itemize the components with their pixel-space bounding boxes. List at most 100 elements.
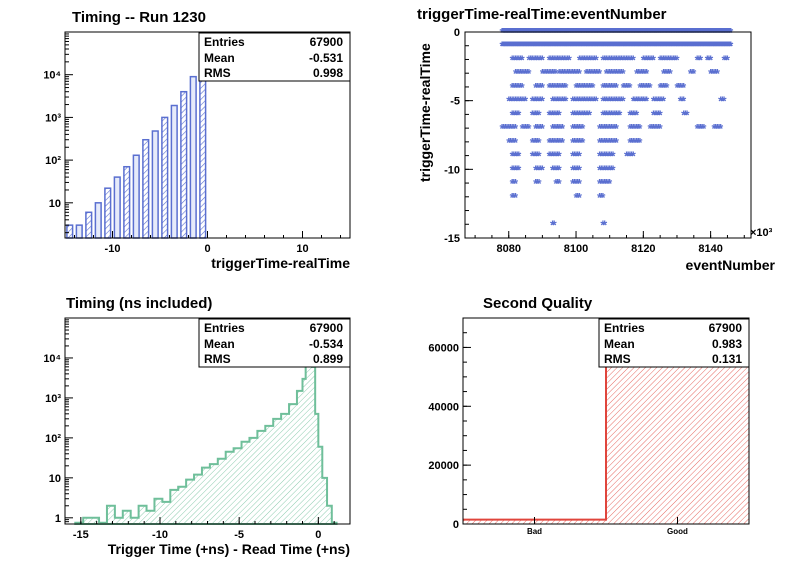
scatter-point: * xyxy=(587,66,593,81)
scatter-point: * xyxy=(515,52,521,67)
scatter-point: * xyxy=(717,39,723,54)
scatter-point: * xyxy=(533,107,539,122)
scatter-point: * xyxy=(511,94,517,109)
scatter-point: * xyxy=(579,39,585,54)
scatter-point: * xyxy=(686,39,692,54)
scatter-point: * xyxy=(639,80,645,95)
scatter-point: * xyxy=(550,217,556,232)
scatter-point: * xyxy=(542,66,548,81)
scatter-point: * xyxy=(552,52,558,67)
scatter-point: * xyxy=(658,52,664,67)
scatter-point: * xyxy=(624,80,630,95)
scatter-point: * xyxy=(607,94,613,109)
scatter-point: * xyxy=(685,107,691,122)
scatter-point: * xyxy=(555,94,561,109)
scatter-point: * xyxy=(631,52,637,67)
scatter-point: * xyxy=(688,66,694,81)
scatter-point: * xyxy=(589,80,595,95)
scatter-point: * xyxy=(597,121,603,136)
scatter-point: * xyxy=(547,52,553,67)
scatter-point: * xyxy=(577,80,583,95)
tick-label: Bad xyxy=(527,527,542,536)
scatter-point: * xyxy=(548,80,554,95)
scatter-point: * xyxy=(513,162,519,177)
scatter-point: * xyxy=(549,39,555,54)
scatter-point: * xyxy=(540,52,546,67)
scatter-point: * xyxy=(563,39,569,54)
scatter-point: * xyxy=(695,39,701,54)
scatter-point: * xyxy=(601,39,607,54)
scatter-point: * xyxy=(579,121,585,136)
scatter-point: * xyxy=(716,39,722,54)
scatter-point: * xyxy=(600,80,606,95)
scatter-point: * xyxy=(639,94,645,109)
scatter-point: * xyxy=(639,66,645,81)
scatter-point: * xyxy=(513,52,519,67)
scatter-point: * xyxy=(694,39,700,54)
scatter-point: * xyxy=(594,94,600,109)
scatter-point: * xyxy=(533,149,539,164)
scatter-point: * xyxy=(574,66,580,81)
scatter-point: * xyxy=(648,121,654,136)
scatter-point: * xyxy=(518,39,524,54)
scatter-point: * xyxy=(536,39,542,54)
scatter-point: * xyxy=(513,107,519,122)
scatter-point: * xyxy=(555,121,561,136)
scatter-point: * xyxy=(641,66,647,81)
scatter-point: * xyxy=(646,39,652,54)
scatter-point: * xyxy=(568,39,574,54)
scatter-point: * xyxy=(631,121,637,136)
tick-label: -5 xyxy=(450,96,460,108)
scatter-point: * xyxy=(597,162,603,177)
scatter-point: * xyxy=(674,39,680,54)
scatter-point: * xyxy=(577,94,583,109)
scatter-point: * xyxy=(654,107,660,122)
scatter-point: * xyxy=(673,39,679,54)
scatter-point: * xyxy=(540,162,546,177)
scatter-point: * xyxy=(571,39,577,54)
stats-rms-value: 0.998 xyxy=(313,66,343,80)
scatter-point: * xyxy=(648,80,654,95)
scatter-point: * xyxy=(540,94,546,109)
scatter-point: * xyxy=(637,135,643,150)
scatter-point: * xyxy=(590,66,596,81)
scatter-point: * xyxy=(654,121,660,136)
scatter-point: * xyxy=(565,66,571,81)
scatter-point: * xyxy=(701,39,707,54)
scatter-point: * xyxy=(641,39,647,54)
scatter-point: * xyxy=(570,94,576,109)
scatter-point: * xyxy=(536,176,542,191)
scatter-point: * xyxy=(557,80,563,95)
scatter-point: * xyxy=(636,66,642,81)
scatter-point: * xyxy=(577,52,583,67)
histogram-bin-point xyxy=(126,510,128,512)
scatter-point: * xyxy=(584,66,590,81)
scatter-point: * xyxy=(639,39,645,54)
scatter-point: * xyxy=(605,162,611,177)
histogram-bin-point xyxy=(134,517,136,519)
scatter-point: * xyxy=(605,149,611,164)
scatter-point: * xyxy=(600,149,606,164)
histogram-bin-point xyxy=(197,474,199,476)
scatter-point: * xyxy=(614,121,620,136)
scatter-point: * xyxy=(513,176,519,191)
scatter-point: * xyxy=(533,39,539,54)
scatter-point: * xyxy=(641,80,647,95)
scatter-point: * xyxy=(592,39,598,54)
scatter-point: * xyxy=(523,121,529,136)
scatter-point: * xyxy=(632,39,638,54)
scatter-point: * xyxy=(563,39,569,54)
scatter-point: * xyxy=(555,162,561,177)
tick-label: 40000 xyxy=(428,401,459,413)
scatter-point: * xyxy=(510,121,516,136)
tick-label: -15 xyxy=(444,233,460,245)
tick-label: 8120 xyxy=(631,243,655,255)
scatter-point: * xyxy=(659,52,665,67)
scatter-point: * xyxy=(658,39,664,54)
scatter-point: * xyxy=(699,39,705,54)
scatter-point: * xyxy=(673,52,679,67)
scatter-point: * xyxy=(657,39,663,54)
scatter-point: * xyxy=(604,135,610,150)
scatter-point: * xyxy=(612,94,618,109)
scatter-point: * xyxy=(688,39,694,54)
